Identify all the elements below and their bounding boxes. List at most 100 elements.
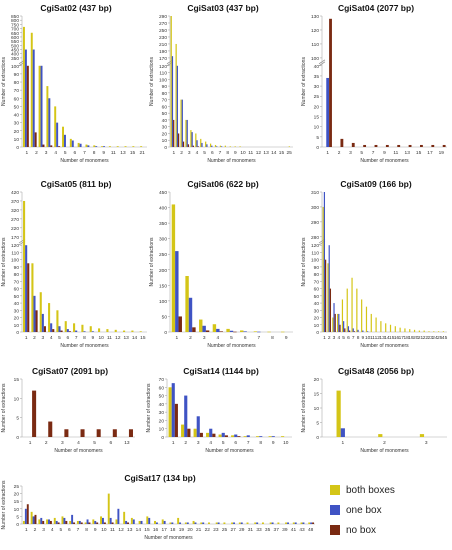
- panel-9-xtick-label: 25: [222, 527, 228, 533]
- panel-9-xtick-label: 13: [127, 527, 133, 533]
- panel-0-bar-both-boxes: [85, 144, 88, 147]
- panel-8-ytick-label: 20: [314, 377, 320, 383]
- panel-0-ytick-label: 100: [11, 64, 19, 70]
- panel-1-bar-both-boxes: [224, 145, 226, 147]
- panel-4-xtick-label: 3: [203, 335, 206, 341]
- panel-3-bar-both-boxes: [131, 330, 134, 332]
- panel-3-ytick-label: 270: [11, 217, 19, 223]
- panel-3-ylabel: Number of extractions: [1, 237, 7, 286]
- panel-3-bar-no-box: [27, 263, 30, 332]
- panel-7-bar-one-box: [196, 416, 200, 437]
- panel-3-bar-one-box: [91, 331, 94, 332]
- panel-6-ytick-label: 5: [16, 416, 19, 422]
- panel-3-bar-one-box: [83, 331, 86, 332]
- panel-7-bar-both-boxes: [231, 435, 235, 437]
- panel-7-ylabel: Number of extractions: [146, 383, 152, 432]
- panel-3-xtick-label: 4: [50, 335, 53, 341]
- panel-5-bar-both-boxes: [341, 299, 344, 332]
- panel-7-bar-both-boxes: [256, 436, 260, 437]
- panel-9-bar-one-box: [125, 520, 128, 524]
- panel-2-bar-no-box: [329, 18, 332, 148]
- panel-5-bar-both-boxes: [418, 330, 420, 332]
- panel-0-ytick-label: 80: [14, 80, 20, 86]
- panel-7-bar-one-box: [221, 432, 225, 437]
- panel-9-bar-both-boxes: [169, 522, 172, 524]
- panel-2-ytick-label: 120: [311, 28, 319, 34]
- panel-3-bar-both-boxes: [114, 329, 117, 332]
- panel-5-ytick-label: 0: [316, 330, 319, 336]
- panel-0-ytick-label: 850: [11, 14, 19, 20]
- panel-1-ytick-label: 0: [164, 145, 167, 151]
- panel-1-ytick-label: 270: [159, 21, 167, 27]
- panel-5-bar-no-box: [339, 324, 341, 332]
- panel-9-bar-both-boxes: [107, 493, 110, 524]
- panel-9-bar-both-boxes: [61, 516, 64, 524]
- panel-1-xtick-label: 13: [263, 150, 269, 156]
- panel-3-ytick-label: 170: [11, 235, 19, 241]
- panel-4-ytick-label: 350: [159, 221, 167, 227]
- panel-1-bar-one-box: [221, 146, 223, 147]
- panel-1-ytick-label: 110: [159, 71, 167, 77]
- panel-9-bar-both-boxes: [269, 522, 272, 524]
- panel-2-bar-no-box: [431, 144, 435, 147]
- panel-9-xtick-label: 17: [162, 527, 168, 533]
- panel-5-xlabel: Number of monomers: [360, 343, 409, 349]
- panel-0-bar-both-boxes: [132, 146, 135, 147]
- panel-0-bar-one-box: [95, 146, 98, 147]
- panel-9-bar-one-box: [40, 517, 43, 524]
- panel-9-bar-one-box: [48, 519, 50, 524]
- panel-4-xtick-label: 8: [271, 335, 274, 341]
- panel-9-xtick-label: 11: [110, 527, 115, 533]
- panel-5-xtick-label: 7: [352, 335, 355, 341]
- panel-4-ytick-label: 400: [159, 206, 167, 212]
- panel-5-xtick-label: 10: [365, 335, 371, 341]
- panel-9-bar-both-boxes: [161, 519, 164, 524]
- panel-3-xtick-label: 10: [98, 335, 104, 341]
- panel-2-ytick-label: 35: [314, 74, 320, 80]
- panel-4: CgiSat06 (622 bp) 0 50 100 150 200 250 300 350 40…: [149, 179, 293, 349]
- panel-9-xtick-label: 14: [136, 527, 142, 533]
- panel-0-xtick-label: 6: [74, 150, 77, 156]
- panel-9-xtick-label: 3: [42, 527, 45, 533]
- panel-2-xtick-label: 19: [439, 150, 445, 156]
- panel-6-bar-no-box: [64, 429, 69, 437]
- panel-2-xlabel: Number of monomers: [360, 158, 409, 164]
- panel-2-bar-no-box: [420, 144, 423, 147]
- panel-5-bar-both-boxes: [413, 329, 416, 332]
- panel-1-bar-both-boxes: [185, 119, 187, 147]
- panel-3-bar-both-boxes: [123, 330, 126, 332]
- panel-0-xtick-label: 3: [45, 150, 48, 156]
- legend: both boxes one box no box: [330, 482, 450, 542]
- panel-3-ytick-label: 100: [11, 258, 19, 264]
- panel-9-bar-both-boxes: [100, 516, 102, 524]
- panel-2: CgiSat04 (2077 bp)0510152025303540100110…: [301, 3, 447, 164]
- panel-9-bar-one-box: [287, 522, 289, 524]
- panel-4-xtick-label: 2: [189, 335, 192, 341]
- panel-3-xtick-label: 12: [115, 335, 121, 341]
- panel-6-ytick-label: 15: [14, 377, 20, 383]
- panel-5-bar-one-box: [323, 192, 326, 332]
- panel-1-ytick-label: 170: [159, 56, 167, 62]
- panel-1-ytick-label: 50: [162, 111, 168, 117]
- panel-7-xtick-label: 3: [197, 440, 200, 446]
- panel-1-bar-no-box: [173, 119, 175, 147]
- panel-9-bar-both-boxes: [123, 511, 126, 524]
- panel-0-xtick-label: 13: [120, 150, 126, 156]
- legend-item-both-boxes: both boxes: [330, 482, 450, 498]
- panel-9-bar-no-box: [42, 520, 45, 524]
- panel-5-bar-both-boxes: [404, 328, 406, 332]
- panel-6-xtick-label: 1: [29, 440, 32, 446]
- panel-5-xtick-label: 24: [432, 335, 438, 341]
- panel-0-ytick-label: 550: [11, 39, 19, 45]
- panel-9-bar-one-box: [294, 522, 297, 524]
- panel-3-bar-one-box: [41, 313, 44, 332]
- panel-1-ytick-label: 10: [162, 138, 168, 144]
- panel-1-ytick-label: 210: [159, 42, 167, 48]
- panel-4-ytick-label: 0: [164, 330, 167, 336]
- panel-1-ytick-label: 30: [162, 125, 168, 131]
- panel-9-xtick-label: 23: [213, 527, 219, 533]
- panel-9-bar-both-boxes: [30, 511, 33, 524]
- panel-7-bar-one-box: [246, 435, 250, 437]
- panel-0-bar-one-box: [63, 134, 66, 147]
- panel-9-bar-no-box: [26, 504, 29, 524]
